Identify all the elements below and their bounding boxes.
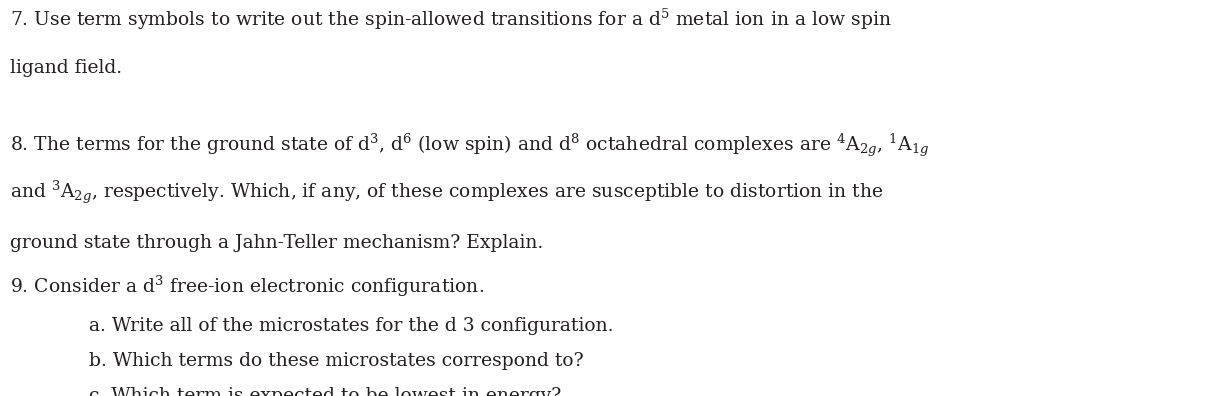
- Text: b. Which terms do these microstates correspond to?: b. Which terms do these microstates corr…: [89, 352, 584, 370]
- Text: ligand field.: ligand field.: [10, 59, 121, 77]
- Text: 9. Consider a d$^{3}$ free-ion electronic configuration.: 9. Consider a d$^{3}$ free-ion electroni…: [10, 274, 484, 299]
- Text: 8. The terms for the ground state of d$^{3}$, d$^{6}$ (low spin) and d$^{8}$ oct: 8. The terms for the ground state of d$^…: [10, 131, 929, 159]
- Text: ground state through a Jahn-Teller mechanism? Explain.: ground state through a Jahn-Teller mecha…: [10, 234, 543, 251]
- Text: and $^{3}$A$_{2g}$, respectively. Which, if any, of these complexes are suscepti: and $^{3}$A$_{2g}$, respectively. Which,…: [10, 179, 884, 206]
- Text: a. Write all of the microstates for the d 3 configuration.: a. Write all of the microstates for the …: [89, 318, 614, 335]
- Text: c. Which term is expected to be lowest in energy?: c. Which term is expected to be lowest i…: [89, 387, 562, 396]
- Text: 7. Use term symbols to write out the spin-allowed transitions for a d$^{5}$ meta: 7. Use term symbols to write out the spi…: [10, 7, 891, 32]
